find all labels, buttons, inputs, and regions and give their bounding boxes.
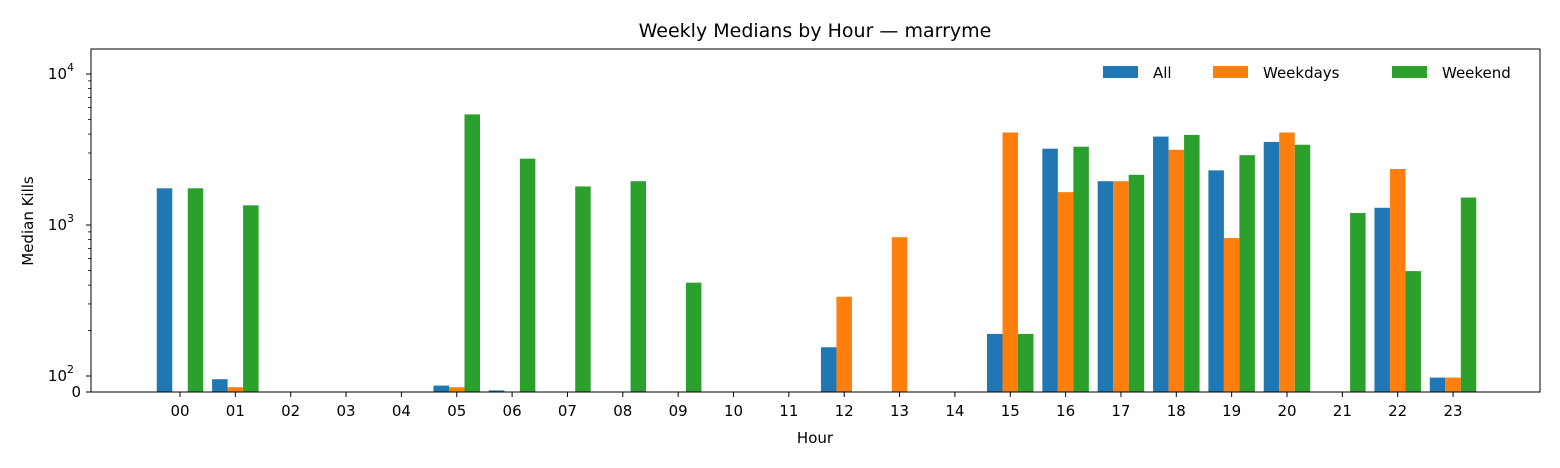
x-tick-label: 20 <box>1277 402 1296 420</box>
bars-layer <box>156 114 1477 392</box>
bar-weekend-08 <box>630 181 647 392</box>
chart-title: Weekly Medians by Hour — marryme <box>639 20 992 42</box>
bar-all-20 <box>1263 141 1280 392</box>
x-tick-label: 13 <box>890 402 909 420</box>
bar-weekend-19 <box>1239 155 1255 392</box>
x-tick-label: 15 <box>1001 402 1020 420</box>
bar-weekdays-13 <box>891 237 908 392</box>
bar-weekdays-23 <box>1445 377 1461 392</box>
bar-weekend-01 <box>243 205 259 392</box>
x-axis-label: Hour <box>797 429 834 447</box>
legend-swatch-weekend <box>1392 66 1427 78</box>
bar-weekend-20 <box>1294 144 1311 392</box>
legend-swatch-all <box>1103 66 1138 78</box>
bar-weekdays-05 <box>449 387 465 392</box>
bar-weekend-15 <box>1018 333 1034 392</box>
legend-label-weekend: Weekend <box>1442 64 1511 82</box>
bar-all-17 <box>1097 181 1114 392</box>
x-tick-label: 12 <box>835 402 854 420</box>
x-tick-label: 01 <box>226 402 245 420</box>
bar-weekend-23 <box>1460 197 1477 392</box>
bar-all-23 <box>1429 377 1446 392</box>
y-tick-label: 104 <box>48 61 74 83</box>
x-tick-label: 00 <box>170 402 189 420</box>
bar-weekend-17 <box>1128 174 1145 392</box>
bar-all-12 <box>820 347 837 392</box>
bar-all-00 <box>156 188 173 392</box>
x-tick-label: 03 <box>337 402 356 420</box>
bar-weekend-00 <box>187 188 204 392</box>
bar-weekend-09 <box>685 282 702 392</box>
legend-label-weekdays: Weekdays <box>1263 64 1340 82</box>
y-tick-label: 103 <box>48 212 74 234</box>
x-tick-label: 19 <box>1222 402 1241 420</box>
x-tick-label: 23 <box>1444 402 1463 420</box>
bar-weekdays-16 <box>1057 192 1074 392</box>
x-tick-label: 08 <box>613 402 632 420</box>
x-tick-label: 11 <box>779 402 798 420</box>
bar-all-06 <box>488 390 505 392</box>
bar-weekend-05 <box>464 114 480 392</box>
bar-weekdays-22 <box>1389 168 1406 392</box>
bar-weekend-06 <box>519 158 536 392</box>
legend-swatch-weekdays <box>1213 66 1248 78</box>
x-tick-label: 18 <box>1167 402 1186 420</box>
plot-frame <box>90 48 1541 393</box>
x-tick-label: 21 <box>1333 402 1352 420</box>
x-tick-label: 06 <box>503 402 522 420</box>
y-tick-label: 102 <box>48 363 74 385</box>
y-axis-label: Median Kills <box>19 176 37 266</box>
x-tick-label: 09 <box>669 402 688 420</box>
x-tick-label: 14 <box>945 402 964 420</box>
bar-weekdays-18 <box>1168 149 1185 392</box>
bar-all-05 <box>433 385 449 392</box>
x-tick-label: 22 <box>1388 402 1407 420</box>
bar-weekend-21 <box>1350 213 1366 392</box>
bar-weekdays-20 <box>1279 132 1295 392</box>
bar-weekdays-15 <box>1002 132 1018 392</box>
x-axis-ticks: 00 01 02 03 04 05 06 07 08 09 10 11 12 13 14 15 16 17 18 19… <box>170 392 1463 420</box>
bar-all-01 <box>212 379 228 392</box>
x-tick-label: 16 <box>1056 402 1075 420</box>
bar-all-15 <box>987 333 1003 392</box>
bar-weekend-22 <box>1405 271 1421 392</box>
x-tick-label: 02 <box>281 402 300 420</box>
x-tick-label: 07 <box>558 402 577 420</box>
bar-weekdays-19 <box>1223 238 1240 392</box>
y-tick-label: 0 <box>71 383 81 401</box>
bar-weekdays-12 <box>836 296 852 392</box>
x-tick-label: 04 <box>392 402 411 420</box>
bar-all-16 <box>1042 148 1058 392</box>
bar-all-22 <box>1374 207 1390 392</box>
legend: All Weekdays Weekend <box>1103 64 1511 82</box>
x-tick-label: 17 <box>1111 402 1130 420</box>
x-tick-label: 05 <box>447 402 466 420</box>
bar-all-18 <box>1153 136 1169 392</box>
x-tick-label: 10 <box>724 402 743 420</box>
bar-all-19 <box>1208 170 1224 392</box>
bar-weekdays-17 <box>1113 181 1129 392</box>
bar-weekdays-01 <box>227 387 244 392</box>
bar-weekend-16 <box>1073 146 1089 392</box>
legend-label-all: All <box>1153 64 1172 82</box>
bar-weekend-18 <box>1184 134 1200 392</box>
bar-weekend-07 <box>575 186 591 392</box>
